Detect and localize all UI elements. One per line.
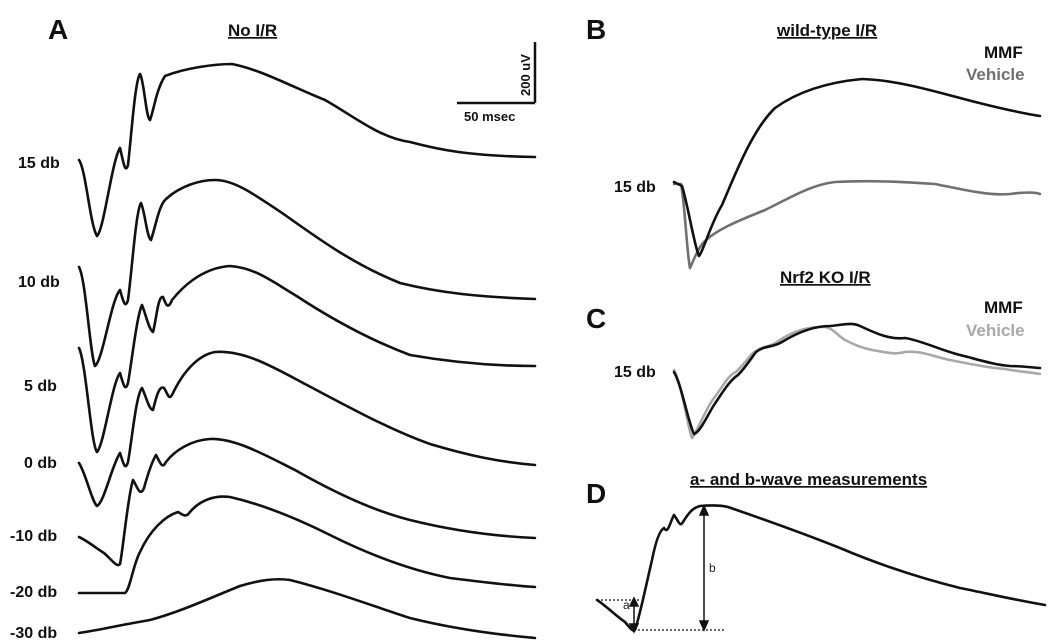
panel-d-title: a- and b-wave measurements: [690, 470, 927, 489]
b-wave-label: b: [709, 561, 716, 575]
panel-b-legend-vehicle: Vehicle: [966, 65, 1025, 84]
intensity-label-0db: 0 db: [24, 455, 57, 472]
panel-c-letter: C: [586, 303, 606, 334]
trace-15db: [77, 62, 537, 238]
panel-a-letter: A: [48, 14, 68, 45]
trace-10db: [77, 178, 537, 368]
panel-c-traces: [672, 322, 1042, 440]
intensity-label-minus30db: -30 db: [10, 625, 57, 642]
panel-a-traces: [77, 62, 537, 640]
trace-0db: [77, 350, 537, 508]
a-wave-label: a: [623, 598, 630, 612]
panel-b-legend-mmf: MMF: [984, 43, 1023, 62]
panel-c-title: Nrf2 KO I/R: [780, 268, 871, 287]
a-wave-arrow: [628, 596, 640, 634]
scale-bar: 200 uV 50 msec: [457, 42, 537, 124]
intensity-label-10db: 10 db: [18, 274, 60, 291]
panel-c-intensity-label: 15 db: [614, 364, 656, 381]
trace-minus20db: [77, 495, 537, 595]
scale-x-label: 50 msec: [464, 109, 515, 124]
panel-b-mmf-trace: [672, 77, 1042, 258]
panel-a-title: No I/R: [228, 21, 277, 40]
intensity-label-minus20db: -20 db: [10, 584, 57, 601]
panel-b-vehicle-trace: [672, 179, 1042, 270]
scale-y-label: 200 uV: [518, 54, 533, 96]
panel-b-title: wild-type I/R: [776, 21, 877, 40]
panel-d-measurement: a b: [595, 504, 1047, 634]
panel-d-waveform: [595, 504, 1047, 632]
intensity-label-minus10db: -10 db: [10, 528, 57, 545]
panel-b-intensity-label: 15 db: [614, 179, 656, 196]
intensity-label-5db: 5 db: [24, 378, 57, 395]
panel-b-letter: B: [586, 14, 606, 45]
trace-5db: [77, 264, 537, 454]
trace-minus30db: [77, 577, 537, 640]
panel-b-traces: [672, 77, 1042, 270]
panel-d-letter: D: [586, 478, 606, 509]
panel-c-mmf-trace: [672, 322, 1042, 436]
b-wave-arrow: [698, 504, 710, 632]
panel-c-legend-mmf: MMF: [984, 298, 1023, 317]
trace-minus10db: [77, 437, 537, 567]
intensity-label-15db: 15 db: [18, 155, 60, 172]
panel-c-legend-vehicle: Vehicle: [966, 321, 1025, 340]
